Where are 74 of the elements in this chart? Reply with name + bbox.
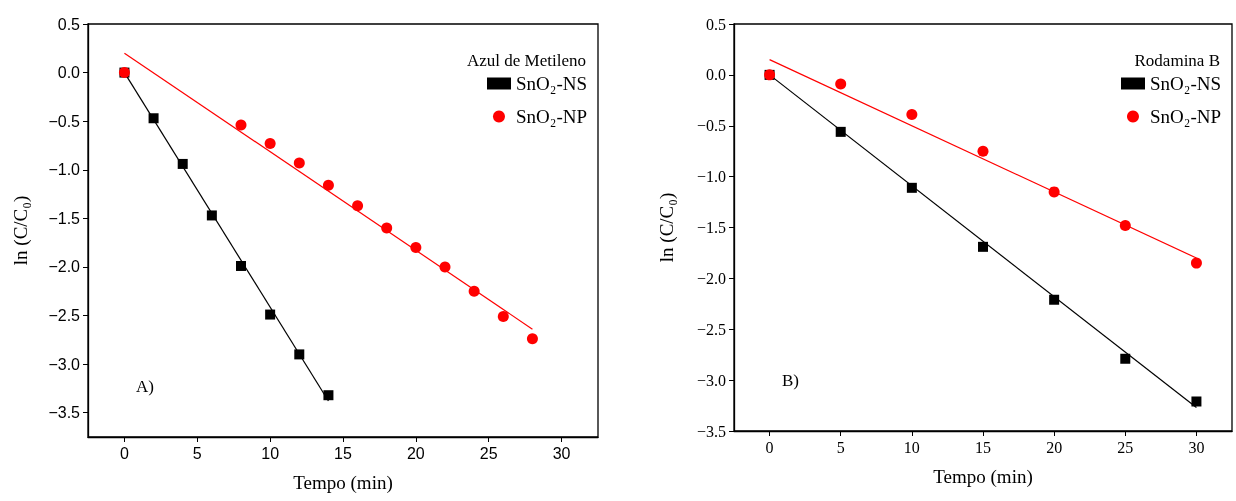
- y-tick-label: −1.5: [696, 219, 726, 236]
- point: [977, 145, 989, 157]
- point: [906, 182, 917, 193]
- x-tick-label: 15: [975, 438, 991, 456]
- y-tick-label: 0.0: [706, 66, 726, 84]
- point: [236, 260, 246, 271]
- point: [352, 200, 364, 212]
- point: [835, 78, 847, 90]
- point: [1048, 186, 1060, 198]
- y-tick-label: −1.5: [48, 209, 81, 227]
- x-tick-label: 0: [119, 444, 129, 462]
- y-tick-label: −2.5: [696, 320, 726, 338]
- point: [1120, 353, 1131, 364]
- y-tick-label: −3.5: [696, 422, 726, 440]
- y-tick-label: −0.5: [696, 117, 726, 135]
- point: [177, 158, 188, 169]
- x-tick-label: 15: [334, 444, 352, 462]
- x-tick-label: 0: [765, 438, 774, 456]
- annotation: B): [782, 371, 799, 390]
- point: [323, 390, 334, 401]
- point: [906, 109, 918, 121]
- y-tick-label: −2.0: [696, 269, 726, 287]
- y-tick-label: 0.5: [706, 15, 726, 33]
- legend-title: Azul de Metileno: [467, 51, 586, 70]
- point: [439, 261, 451, 273]
- y-tick-label: −1.0: [48, 161, 81, 179]
- point: [264, 138, 276, 150]
- x-tick-label: 25: [479, 444, 498, 462]
- x-tick-label: 5: [836, 438, 845, 456]
- y-tick-label: −0.5: [48, 112, 81, 130]
- legend-label: SnO₂-NS: [1149, 73, 1221, 94]
- x-tick-label: 30: [552, 444, 571, 462]
- point: [206, 210, 217, 221]
- y-tick-label: −3.0: [696, 371, 726, 389]
- point: [1119, 219, 1131, 231]
- annotation: A): [136, 377, 154, 396]
- y-tick-label: −2.5: [48, 307, 81, 325]
- point: [235, 119, 247, 131]
- point: [294, 349, 305, 360]
- y-axis-title: ln (C/C₀): [656, 192, 678, 263]
- x-tick-label: 10: [903, 438, 920, 456]
- y-tick-label: −3.5: [48, 404, 81, 422]
- x-tick-label: 30: [1188, 438, 1205, 456]
- point: [497, 311, 509, 322]
- point: [978, 241, 988, 252]
- point: [293, 157, 305, 169]
- point: [468, 285, 480, 297]
- point: [410, 242, 422, 253]
- point: [265, 309, 276, 320]
- legend-label: SnO₂-NP: [515, 106, 587, 127]
- point: [381, 222, 393, 234]
- x-axis-title: Tempo (min): [933, 466, 1033, 488]
- x-tick-label: 5: [192, 444, 202, 462]
- legend-label: SnO₂-NS: [515, 73, 587, 94]
- x-tick-label: 20: [406, 444, 425, 462]
- x-tick-label: 10: [261, 444, 280, 462]
- y-tick-label: −2.0: [48, 258, 81, 276]
- x-axis-title: Tempo (min): [293, 472, 393, 494]
- point: [1049, 294, 1060, 305]
- y-tick-label: 0.5: [57, 15, 81, 33]
- point: [526, 333, 538, 345]
- y-tick-label: 0.0: [57, 64, 81, 82]
- legend-title: Rodamina B: [1134, 51, 1220, 70]
- point: [322, 179, 334, 191]
- point: [835, 126, 846, 137]
- point: [1191, 396, 1202, 407]
- y-tick-label: −3.0: [48, 355, 81, 373]
- point: [148, 113, 159, 124]
- legend-label: SnO₂-NP: [1149, 106, 1221, 127]
- point: [1190, 257, 1202, 269]
- y-axis-title: ln (C/C₀): [10, 195, 32, 266]
- y-tick-label: −1.0: [696, 168, 726, 186]
- x-tick-label: 25: [1117, 438, 1134, 456]
- x-tick-label: 20: [1046, 438, 1063, 456]
